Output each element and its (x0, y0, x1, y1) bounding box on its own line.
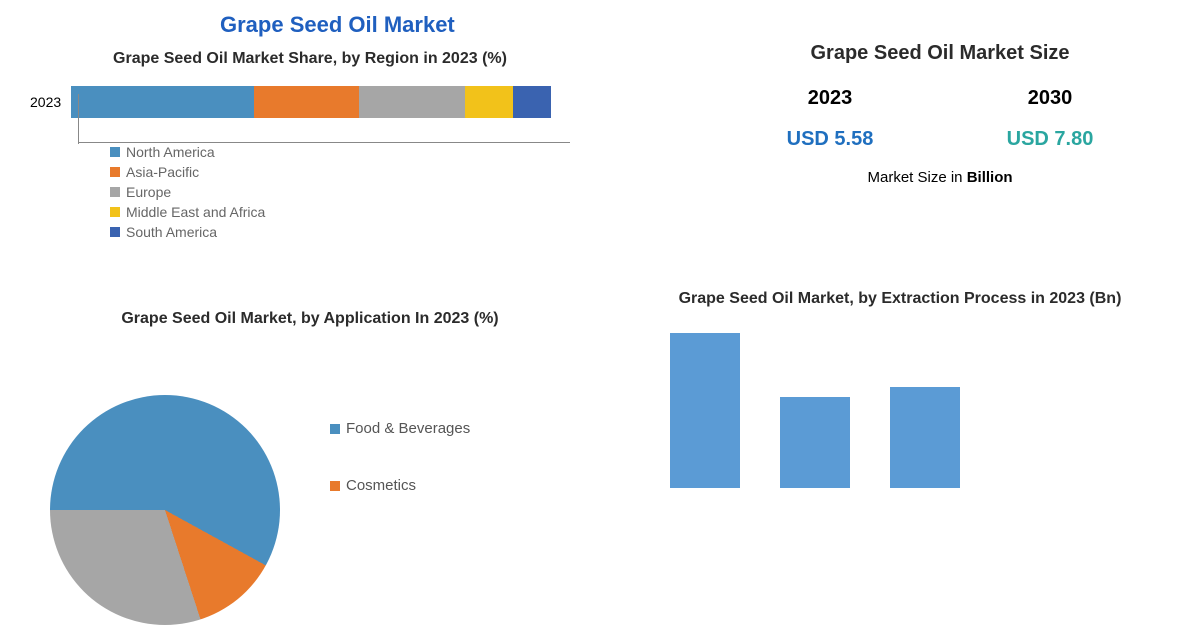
application-pie (50, 395, 280, 625)
legend-item: South America (110, 224, 310, 240)
legend-label: Europe (126, 184, 171, 200)
legend-item: Asia-Pacific (110, 164, 310, 180)
market-size-block: Grape Seed Oil Market Size 2023USD 5.582… (720, 42, 1160, 186)
region-stacked-bar (71, 86, 551, 118)
legend-swatch (110, 187, 120, 197)
application-chart-title: Grape Seed Oil Market, by Application In… (40, 310, 580, 328)
legend-label: Asia-Pacific (126, 164, 199, 180)
legend-item: Middle East and Africa (110, 204, 310, 220)
legend-swatch (110, 167, 120, 177)
legend-swatch (330, 481, 340, 491)
legend-label: Middle East and Africa (126, 204, 265, 220)
legend-swatch (110, 207, 120, 217)
region-segment (359, 86, 465, 118)
legend-label: South America (126, 224, 217, 240)
legend-swatch (330, 424, 340, 434)
legend-swatch (110, 147, 120, 157)
legend-label: Food & Beverages (346, 420, 470, 437)
market-size-caption: Market Size in Billion (720, 169, 1160, 186)
legend-item: North America (110, 144, 310, 160)
legend-item: Europe (110, 184, 310, 200)
market-size-column: 2023 USD 5.58 (787, 87, 874, 151)
region-row-label: 2023 (30, 94, 61, 110)
extraction-bar (780, 397, 850, 488)
legend-item: Food & Beverages (330, 420, 470, 437)
extraction-bar (890, 387, 960, 488)
market-size-title: Grape Seed Oil Market Size (720, 42, 1160, 65)
axis-line (78, 142, 570, 143)
region-segment (465, 86, 513, 118)
market-size-year: 2030 (1007, 87, 1094, 110)
application-chart-title-wrap: Grape Seed Oil Market, by Application In… (40, 310, 580, 328)
page-title: Grape Seed Oil Market (220, 12, 455, 38)
market-size-value: USD 5.58 (787, 128, 874, 151)
application-pie-chart (50, 395, 280, 625)
legend-item: Cosmetics (330, 477, 470, 494)
application-legend: Food & Beverages Cosmetics (330, 420, 490, 534)
extraction-chart-title: Grape Seed Oil Market, by Extraction Pro… (640, 290, 1160, 308)
market-size-value: USD 7.80 (1007, 128, 1094, 151)
region-share-chart: Grape Seed Oil Market Share, by Region i… (30, 50, 590, 244)
market-size-year: 2023 (787, 87, 874, 110)
extraction-bar (670, 333, 740, 488)
legend-label: North America (126, 144, 215, 160)
market-size-column: 2030 USD 7.80 (1007, 87, 1094, 151)
extraction-bars (670, 328, 1160, 488)
region-segment (254, 86, 360, 118)
extraction-bar-chart: Grape Seed Oil Market, by Extraction Pro… (640, 290, 1160, 488)
legend-swatch (110, 227, 120, 237)
region-chart-title: Grape Seed Oil Market Share, by Region i… (30, 50, 590, 68)
legend-label: Cosmetics (346, 477, 416, 494)
axis-line (78, 94, 79, 144)
region-legend: North America Asia-Pacific Europe Middle Ea… (110, 144, 530, 244)
region-segment (513, 86, 551, 118)
region-segment (71, 86, 253, 118)
